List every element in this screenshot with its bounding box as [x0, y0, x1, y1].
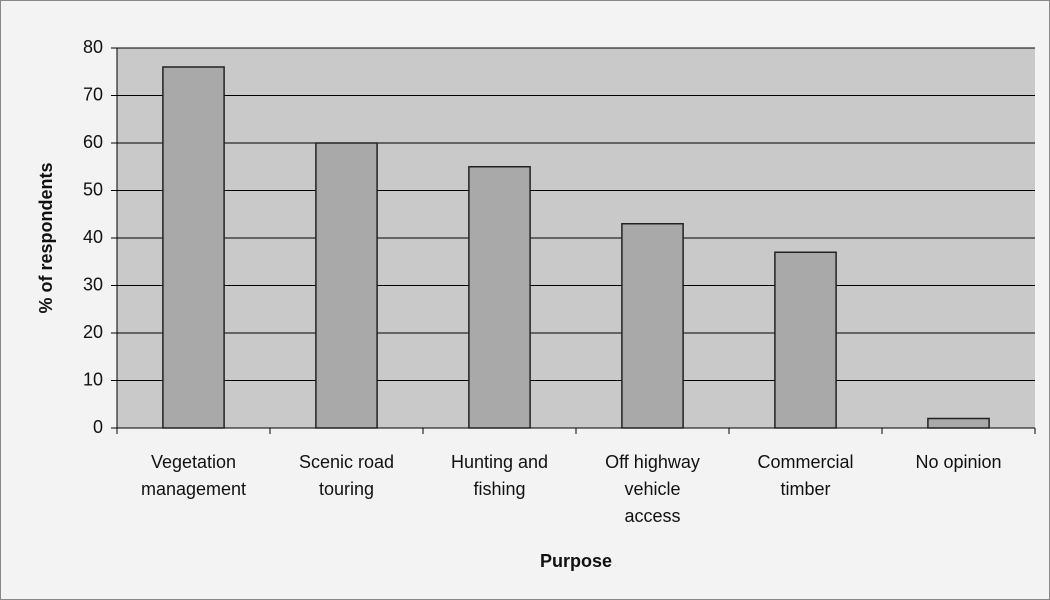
x-tick-label: Vegetation management — [141, 452, 246, 499]
bar — [315, 142, 378, 429]
y-axis-label: % of respondents — [36, 162, 56, 313]
y-tick-label: 50 — [83, 179, 103, 199]
x-tick-label: Hunting and fishing — [451, 452, 548, 499]
x-tick-label-line: management — [141, 479, 246, 499]
bar — [162, 66, 225, 429]
y-tick-label: 10 — [83, 369, 103, 389]
x-tick-label-line: access — [624, 506, 680, 526]
y-tick-label: 80 — [83, 37, 103, 57]
y-tick-label: 30 — [83, 274, 103, 294]
bar — [927, 417, 990, 429]
x-tick-label-line: fishing — [473, 479, 525, 499]
y-tick-label: 60 — [83, 132, 103, 152]
x-tick-label-line: Scenic road — [299, 452, 394, 472]
y-tick-label: 40 — [83, 227, 103, 247]
bar — [621, 223, 684, 429]
x-tick-label: Scenic road touring — [299, 452, 394, 499]
x-tick-label-line: Vegetation — [151, 452, 236, 472]
bar — [468, 166, 531, 429]
y-tick-label: 20 — [83, 322, 103, 342]
x-tick-label: Off highway vehicle access — [605, 452, 700, 526]
x-tick-label-line: vehicle — [624, 479, 680, 499]
x-tick-label-line: Commercial — [757, 452, 853, 472]
y-tick-label: 0 — [93, 417, 103, 437]
x-tick-label: Commercial timber — [757, 452, 853, 499]
x-tick-label-line: Off highway — [605, 452, 700, 472]
x-tick-label-line: touring — [319, 479, 374, 499]
x-tick-label: No opinion — [915, 452, 1001, 472]
x-axis-label: Purpose — [540, 551, 612, 571]
x-tick-label-line: timber — [780, 479, 830, 499]
y-tick-label: 70 — [83, 84, 103, 104]
x-tick-label-line: No opinion — [915, 452, 1001, 472]
bar — [774, 251, 837, 429]
x-tick-label-line: Hunting and — [451, 452, 548, 472]
